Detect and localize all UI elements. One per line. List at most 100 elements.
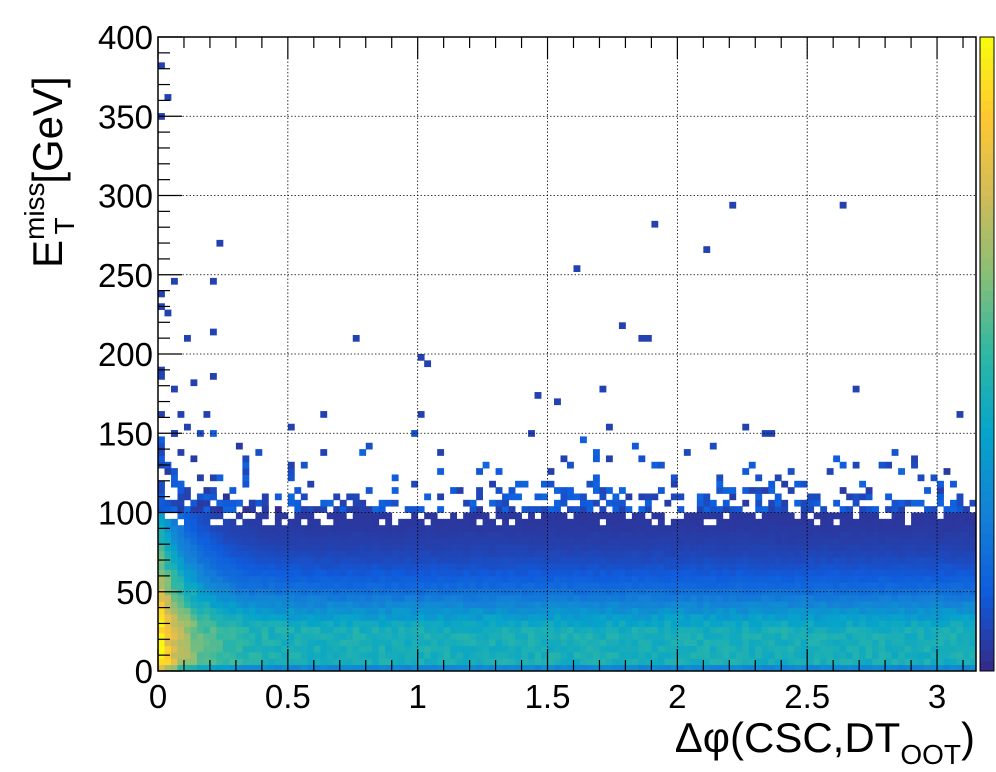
heatmap-cell xyxy=(261,563,269,570)
heatmap-cell xyxy=(541,544,548,551)
heatmap-cell xyxy=(690,651,698,659)
heatmap-cell xyxy=(209,575,217,583)
heatmap-cell xyxy=(943,512,951,520)
heatmap-cell xyxy=(411,550,419,558)
heatmap-cell xyxy=(742,594,750,602)
heatmap-cell xyxy=(657,556,665,564)
heatmap-cell xyxy=(618,658,626,666)
heatmap-cell xyxy=(261,544,269,551)
heatmap-cell xyxy=(560,499,568,507)
heatmap-cell xyxy=(807,556,815,564)
heatmap-cell xyxy=(904,499,912,507)
heatmap-cell xyxy=(748,582,756,589)
palette-swatch xyxy=(980,427,994,440)
palette-swatch xyxy=(980,248,994,260)
heatmap-cell xyxy=(839,550,847,558)
heatmap-cell xyxy=(826,525,834,532)
heatmap-cell xyxy=(528,512,535,520)
heatmap-cell xyxy=(956,645,964,653)
heatmap-cell xyxy=(924,575,931,583)
palette-swatch xyxy=(980,68,994,80)
heatmap-cell xyxy=(417,613,425,621)
heatmap-cell xyxy=(638,632,646,640)
heatmap-cell xyxy=(508,537,516,545)
heatmap-cell xyxy=(833,645,841,653)
heatmap-cell xyxy=(963,563,970,570)
heatmap-cell xyxy=(807,651,815,659)
heatmap-cell xyxy=(248,499,256,507)
heatmap-cell xyxy=(164,94,172,101)
heatmap-cell xyxy=(618,575,626,583)
heatmap-cell xyxy=(235,569,243,577)
heatmap-cell xyxy=(326,499,334,507)
heatmap-cell xyxy=(274,620,282,628)
heatmap-cell xyxy=(846,556,854,564)
heatmap-cell xyxy=(794,651,802,659)
heatmap-cell xyxy=(722,531,730,539)
heatmap-cell xyxy=(365,537,373,545)
heatmap-cell xyxy=(605,658,613,666)
heatmap-cell xyxy=(209,550,217,558)
heatmap-cell xyxy=(631,531,639,539)
heatmap-cell xyxy=(287,525,295,532)
heatmap-cell xyxy=(729,582,737,589)
heatmap-cell xyxy=(541,632,548,640)
heatmap-cell xyxy=(670,588,678,596)
heatmap-cell xyxy=(307,588,315,596)
heatmap-cell xyxy=(560,455,568,463)
heatmap-cell xyxy=(274,639,282,647)
heatmap-cell xyxy=(307,575,315,583)
heatmap-cell xyxy=(248,620,256,628)
x-tick-label: 1 xyxy=(409,678,427,715)
palette-swatch xyxy=(980,544,994,556)
heatmap-cell xyxy=(554,626,561,634)
heatmap-cell xyxy=(378,525,386,532)
heatmap-cell xyxy=(729,594,737,602)
heatmap-cell xyxy=(963,506,970,513)
heatmap-cell xyxy=(930,512,938,520)
heatmap-cell xyxy=(261,613,269,621)
heatmap-cell xyxy=(203,620,211,628)
heatmap-cell xyxy=(826,632,834,640)
heatmap-cell xyxy=(495,632,503,640)
heatmap-cell xyxy=(372,613,380,621)
heatmap-cell xyxy=(443,531,451,539)
heatmap-cell xyxy=(683,575,691,583)
heatmap-cell xyxy=(268,582,276,589)
heatmap-cell xyxy=(411,607,419,615)
heatmap-cell xyxy=(755,594,763,602)
y-tick-label: 300 xyxy=(98,178,153,215)
heatmap-cell xyxy=(839,575,847,583)
heatmap-cell xyxy=(586,601,594,608)
heatmap-cell xyxy=(274,575,282,583)
heatmap-cell xyxy=(508,658,516,666)
heatmap-cell xyxy=(326,626,334,634)
heatmap-cell xyxy=(385,620,393,628)
heatmap-cell xyxy=(625,588,633,596)
heatmap-cell xyxy=(196,601,204,608)
heatmap-cell xyxy=(618,550,626,558)
heatmap-cell xyxy=(904,620,912,628)
heatmap-cell xyxy=(677,518,685,526)
palette-swatch xyxy=(980,565,994,577)
heatmap-cell xyxy=(768,556,776,564)
heatmap-cell xyxy=(560,658,568,666)
heatmap-cell xyxy=(229,556,237,564)
heatmap-cell xyxy=(774,594,782,602)
heatmap-cell xyxy=(326,632,334,640)
heatmap-cell xyxy=(365,639,373,647)
heatmap-cell xyxy=(917,544,925,551)
heatmap-cell xyxy=(683,525,691,532)
heatmap-cell xyxy=(586,512,594,520)
heatmap-cell xyxy=(359,449,367,456)
heatmap-cell xyxy=(963,639,970,647)
heatmap-cell xyxy=(190,569,198,577)
heatmap-cell xyxy=(352,499,360,507)
heatmap-cell xyxy=(502,613,509,621)
heatmap-cell xyxy=(852,556,860,564)
heatmap-cell xyxy=(729,639,737,647)
heatmap-cell xyxy=(657,550,665,558)
heatmap-cell xyxy=(242,658,250,666)
heatmap-cell xyxy=(813,531,821,539)
heatmap-cell xyxy=(820,531,828,539)
